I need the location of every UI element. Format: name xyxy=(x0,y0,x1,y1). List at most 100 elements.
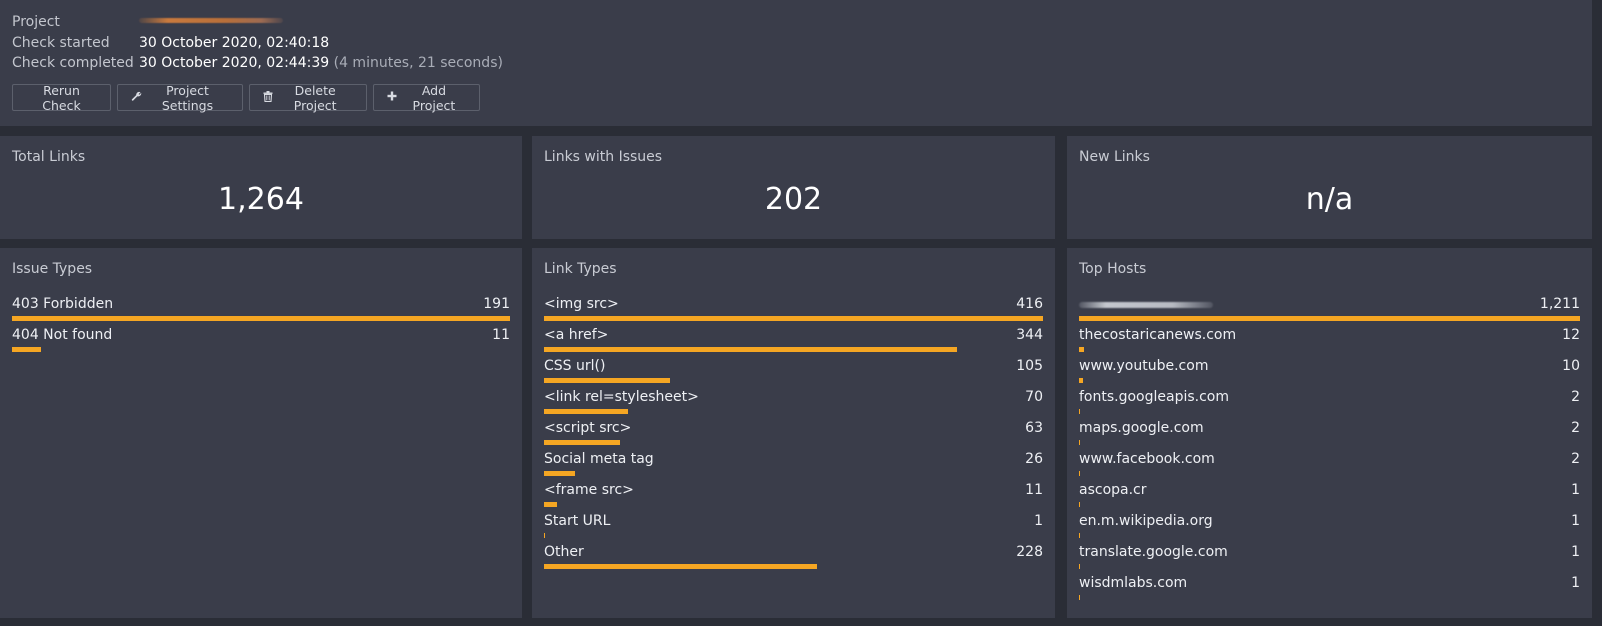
host-row[interactable]: en.m.wikipedia.org 1 xyxy=(1079,513,1580,544)
host-row-label: wisdmlabs.com xyxy=(1079,575,1188,591)
link-type-row-bar-track xyxy=(544,564,1043,569)
host-row-bar-track xyxy=(1079,378,1580,383)
host-row[interactable]: www.facebook.com 2 xyxy=(1079,451,1580,482)
host-row-bar xyxy=(1079,347,1084,352)
link-type-row-label: Social meta tag xyxy=(544,451,654,467)
link-type-row-bar-track xyxy=(544,502,1043,507)
project-settings-button[interactable]: Project Settings xyxy=(117,82,243,113)
host-row-bar xyxy=(1079,471,1080,476)
host-row[interactable]: 1,211 xyxy=(1079,296,1580,327)
new-links-title: New Links xyxy=(1079,149,1150,165)
host-row-label: translate.google.com xyxy=(1079,544,1228,560)
add-project-button[interactable]: Add Project xyxy=(373,82,480,113)
check-completed-value: 30 October 2020, 02:44:39 xyxy=(139,55,330,71)
link-type-row[interactable]: <img src> 416 xyxy=(544,296,1043,327)
total-links-title: Total Links xyxy=(12,149,86,165)
host-row-count: 1 xyxy=(1571,482,1580,498)
redacted-host-mark xyxy=(1079,302,1213,308)
check-started-label: Check started xyxy=(12,34,110,51)
action-buttons: Rerun Check Project Settings Delete Proj… xyxy=(12,82,480,113)
links-with-issues-value: 202 xyxy=(764,182,823,217)
top-hosts-title: Top Hosts xyxy=(1079,261,1147,277)
link-type-row[interactable]: Start URL 1 xyxy=(544,513,1043,544)
project-meta: Project Check started 30 October 2020, 0… xyxy=(12,12,503,74)
host-row[interactable]: translate.google.com 1 xyxy=(1079,544,1580,575)
link-type-row-count: 70 xyxy=(1025,389,1043,405)
links-with-issues-card: Links with Issues 202 xyxy=(532,136,1055,239)
host-row[interactable]: ascopa.cr 1 xyxy=(1079,482,1580,513)
host-row-bar-track xyxy=(1079,409,1580,414)
rerun-check-label: Rerun Check xyxy=(42,82,81,113)
issue-type-row[interactable]: 403 Forbidden 191 xyxy=(12,296,510,327)
host-row-count: 1 xyxy=(1571,513,1580,529)
host-row-bar xyxy=(1079,409,1080,414)
trash-icon xyxy=(263,90,273,105)
link-type-row[interactable]: Social meta tag 26 xyxy=(544,451,1043,482)
host-row-bar-track xyxy=(1079,347,1580,352)
link-type-row-label: <frame src> xyxy=(544,482,634,498)
issue-type-row-label: 404 Not found xyxy=(12,327,113,343)
link-type-row-bar-track xyxy=(544,409,1043,414)
link-type-row-label: <a href> xyxy=(544,327,609,343)
host-row[interactable]: wisdmlabs.com 1 xyxy=(1079,575,1580,606)
plus-icon xyxy=(387,91,398,104)
project-settings-label: Project Settings xyxy=(161,82,214,113)
link-type-row-bar xyxy=(544,440,620,445)
check-completed-label: Check completed xyxy=(12,55,134,71)
rerun-check-button[interactable]: Rerun Check xyxy=(12,82,111,113)
host-row-count: 2 xyxy=(1571,451,1580,467)
host-row-bar xyxy=(1079,595,1080,600)
host-row[interactable]: thecostaricanews.com 12 xyxy=(1079,327,1580,358)
issue-types-list: 403 Forbidden 191 404 Not found 11 xyxy=(12,296,510,358)
host-row-bar xyxy=(1079,378,1084,383)
link-type-row[interactable]: CSS url() 105 xyxy=(544,358,1043,389)
link-type-row-count: 344 xyxy=(1016,327,1043,343)
link-type-row[interactable]: <a href> 344 xyxy=(544,327,1043,358)
issue-type-row-bar-track xyxy=(12,316,510,321)
host-row-bar-track xyxy=(1079,595,1580,600)
link-type-row-bar xyxy=(544,378,670,383)
link-type-row-count: 26 xyxy=(1025,451,1043,467)
link-type-row[interactable]: Other 228 xyxy=(544,544,1043,575)
host-row-label: www.youtube.com xyxy=(1079,358,1209,374)
issue-type-row-bar-track xyxy=(12,347,510,352)
link-type-row-bar xyxy=(544,471,576,476)
link-type-row-count: 105 xyxy=(1016,358,1043,374)
host-row[interactable]: fonts.googleapis.com 2 xyxy=(1079,389,1580,420)
issue-type-row-count: 11 xyxy=(492,327,510,343)
host-row-count: 1 xyxy=(1571,544,1580,560)
add-project-label: Add Project xyxy=(412,82,456,113)
host-row-bar-track xyxy=(1079,502,1580,507)
link-types-title: Link Types xyxy=(544,261,617,277)
link-type-row-count: 228 xyxy=(1016,544,1043,560)
issue-type-row[interactable]: 404 Not found 11 xyxy=(12,327,510,358)
link-type-row[interactable]: <frame src> 11 xyxy=(544,482,1043,513)
link-type-row-count: 1 xyxy=(1034,513,1043,529)
link-type-row[interactable]: <link rel=stylesheet> 70 xyxy=(544,389,1043,420)
delete-project-button[interactable]: Delete Project xyxy=(249,83,367,113)
host-row-label: fonts.googleapis.com xyxy=(1079,389,1230,405)
check-completed-row: Check completed 30 October 2020, 02:44:3… xyxy=(12,53,503,74)
host-row-count: 1 xyxy=(1571,575,1580,591)
host-row-bar xyxy=(1079,502,1080,507)
links-with-issues-title: Links with Issues xyxy=(544,149,663,165)
host-row-bar xyxy=(1079,564,1080,569)
host-row[interactable]: www.youtube.com 10 xyxy=(1079,358,1580,389)
host-row-label: thecostaricanews.com xyxy=(1079,327,1237,343)
host-row-bar xyxy=(1079,316,1580,321)
link-type-row-bar-track xyxy=(544,533,1043,538)
host-row-bar xyxy=(1079,440,1080,445)
host-row-count: 1,211 xyxy=(1539,296,1580,312)
link-type-row-label: CSS url() xyxy=(544,358,606,374)
host-row[interactable]: maps.google.com 2 xyxy=(1079,420,1580,451)
link-type-row[interactable]: <script src> 63 xyxy=(544,420,1043,451)
host-row-count: 2 xyxy=(1571,420,1580,436)
host-row-bar-track xyxy=(1079,440,1580,445)
link-type-row-count: 416 xyxy=(1016,296,1043,312)
issue-types-card: Issue Types 403 Forbidden 191 404 Not foun… xyxy=(0,248,522,618)
top-hosts-list: 1,211 thecostaricanews.com 12 www.youtube.c… xyxy=(1079,296,1580,606)
host-row-bar-track xyxy=(1079,533,1580,538)
total-links-value: 1,264 xyxy=(218,182,304,217)
host-row-bar-track xyxy=(1079,471,1580,476)
wrench-icon xyxy=(131,91,142,105)
